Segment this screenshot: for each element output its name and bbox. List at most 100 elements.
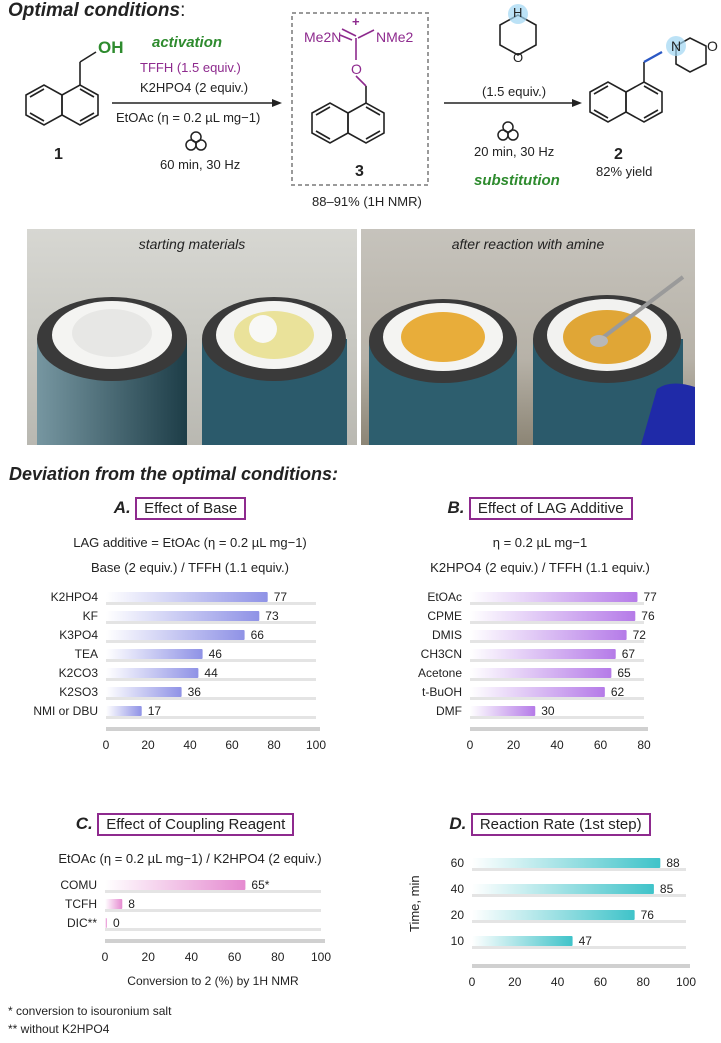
chart-d: 60 88 40 85 20 76 10 47 0 20 40 60 80 100 Conversion t… [451, 856, 697, 1000]
bar-shadow [470, 621, 644, 624]
bar-k2hpo4 [106, 592, 268, 602]
photo-after-reaction: after reaction with amine [361, 229, 695, 445]
bar-shadow [106, 716, 316, 719]
x-tick-label: 60 [228, 950, 242, 964]
category-label: NMI or DBU [33, 704, 98, 718]
jar-right-1 [369, 299, 517, 445]
value-label: 0 [113, 916, 120, 930]
base-reagent: K2HPO4 (2 equiv.) [140, 80, 249, 95]
bar-acetone [470, 668, 612, 678]
x-tick-label: 100 [311, 950, 331, 964]
bar-etoac [470, 592, 638, 602]
bar-60 [472, 858, 661, 868]
time-substitution: 20 min, 30 Hz [474, 144, 555, 159]
category-label: TEA [75, 647, 98, 661]
bar-k2co3 [106, 668, 199, 678]
bar-20 [472, 910, 635, 920]
panel-a-condition-1: LAG additive = EtOAc (η = 0.2 µL mg−1) [73, 535, 307, 550]
panel-a-title: Effect of Base [135, 497, 247, 520]
x-axis [472, 964, 690, 968]
solvent-reagent: EtOAc (η = 0.2 µL mg−1) [116, 110, 261, 125]
category-label: 20 [451, 908, 465, 922]
scheme-heading: Optimal conditions: [8, 0, 186, 21]
bar-shadow [106, 678, 316, 681]
bar-dmis [470, 630, 627, 640]
bar-shadow [105, 890, 321, 893]
value-label: 76 [641, 609, 655, 623]
reaction-scheme-drawing [25, 4, 707, 186]
category-label: K3PO4 [59, 628, 98, 642]
value-label: 47 [579, 934, 593, 948]
bar-shadow [470, 602, 644, 605]
bar-k3po4 [106, 630, 245, 640]
activation-label: activation [152, 34, 223, 51]
value-label: 62 [611, 685, 625, 699]
bar-shadow [106, 602, 316, 605]
value-label: 85 [660, 882, 674, 896]
x-axis [470, 727, 648, 731]
compound2-label: 2 [614, 146, 623, 163]
product-n: N [671, 38, 682, 54]
x-tick-label: 80 [637, 975, 651, 989]
x-tick-label: 20 [142, 950, 156, 964]
jar-left-2 [202, 297, 347, 445]
bar-shadow [472, 946, 686, 949]
panel-a-header: A. Effect of Base [10, 497, 350, 520]
category-label: 10 [451, 934, 465, 948]
x-tick-label: 20 [141, 738, 155, 752]
x-tick-label: 40 [551, 975, 565, 989]
x-tick-label: 40 [183, 738, 197, 752]
naphthalene-1-ring-b [61, 84, 99, 126]
bar-ch3cn [470, 649, 616, 659]
category-label: K2SO3 [59, 685, 98, 699]
panel-b-letter: B. [447, 498, 465, 517]
product-yield: 82% yield [596, 164, 653, 179]
panel-d-ylabel: Time, min [407, 875, 422, 932]
panel-c-letter: C. [75, 814, 93, 833]
panel-b-header: B. Effect of LAG Additive [370, 497, 710, 520]
bar-shadow [472, 920, 686, 923]
bar-comu [105, 880, 246, 890]
bar-cpme [470, 611, 636, 621]
x-tick-label: 60 [225, 738, 239, 752]
category-label: COMU [60, 878, 97, 892]
bar-shadow [106, 621, 316, 624]
oxygen-atom: O [351, 61, 362, 77]
category-label: 40 [451, 882, 465, 896]
x-tick-label: 40 [185, 950, 199, 964]
x-tick-label: 80 [637, 738, 651, 752]
x-tick-label: 60 [594, 738, 608, 752]
category-label: DMIS [432, 628, 462, 642]
bar-shadow [470, 640, 644, 643]
value-label: 65* [251, 878, 269, 892]
x-tick-label: 80 [271, 950, 285, 964]
bar-shadow [106, 697, 316, 700]
category-label: CH3CN [421, 647, 462, 661]
morpholine-equiv: (1.5 equiv.) [482, 84, 547, 99]
chart-c: COMU 65* TCFH 8 DIC** 0 0 20 40 60 80 100 Conversion… [60, 878, 331, 988]
x-axis-title: Conversion to 3 (%) by 1H NMR [493, 999, 665, 1000]
value-label: 36 [188, 685, 202, 699]
value-label: 8 [128, 897, 135, 911]
panel-a-letter: A. [113, 498, 131, 517]
value-label: 66 [251, 628, 265, 642]
panel-b-condition-1: η = 0.2 µL mg−1 [492, 535, 588, 550]
bar-t-buoh [470, 687, 605, 697]
me2n-left: Me2N [304, 29, 342, 45]
x-axis [105, 939, 325, 943]
panel-d-letter: D. [449, 814, 467, 833]
panel-d-header: D. Reaction Rate (1st step) [390, 813, 710, 836]
photo-starting-materials: starting materials [27, 229, 357, 445]
x-tick-label: 100 [306, 738, 326, 752]
substitution-label: substitution [474, 172, 560, 189]
category-label: DMF [436, 704, 462, 718]
value-label: 46 [209, 647, 223, 661]
bar-kf [106, 611, 260, 621]
category-label: Acetone [418, 666, 462, 680]
deviation-heading: Deviation from the optimal conditions: [9, 464, 339, 484]
bar-tcfh [105, 899, 123, 909]
time-activation: 60 min, 30 Hz [160, 157, 241, 172]
compound1-oh: OH [98, 38, 124, 57]
chart-b: EtOAc 77 CPME 76 DMIS 72 CH3CN 67 Acetone 65 t-BuO… [418, 590, 657, 752]
category-label: CPME [427, 609, 462, 623]
